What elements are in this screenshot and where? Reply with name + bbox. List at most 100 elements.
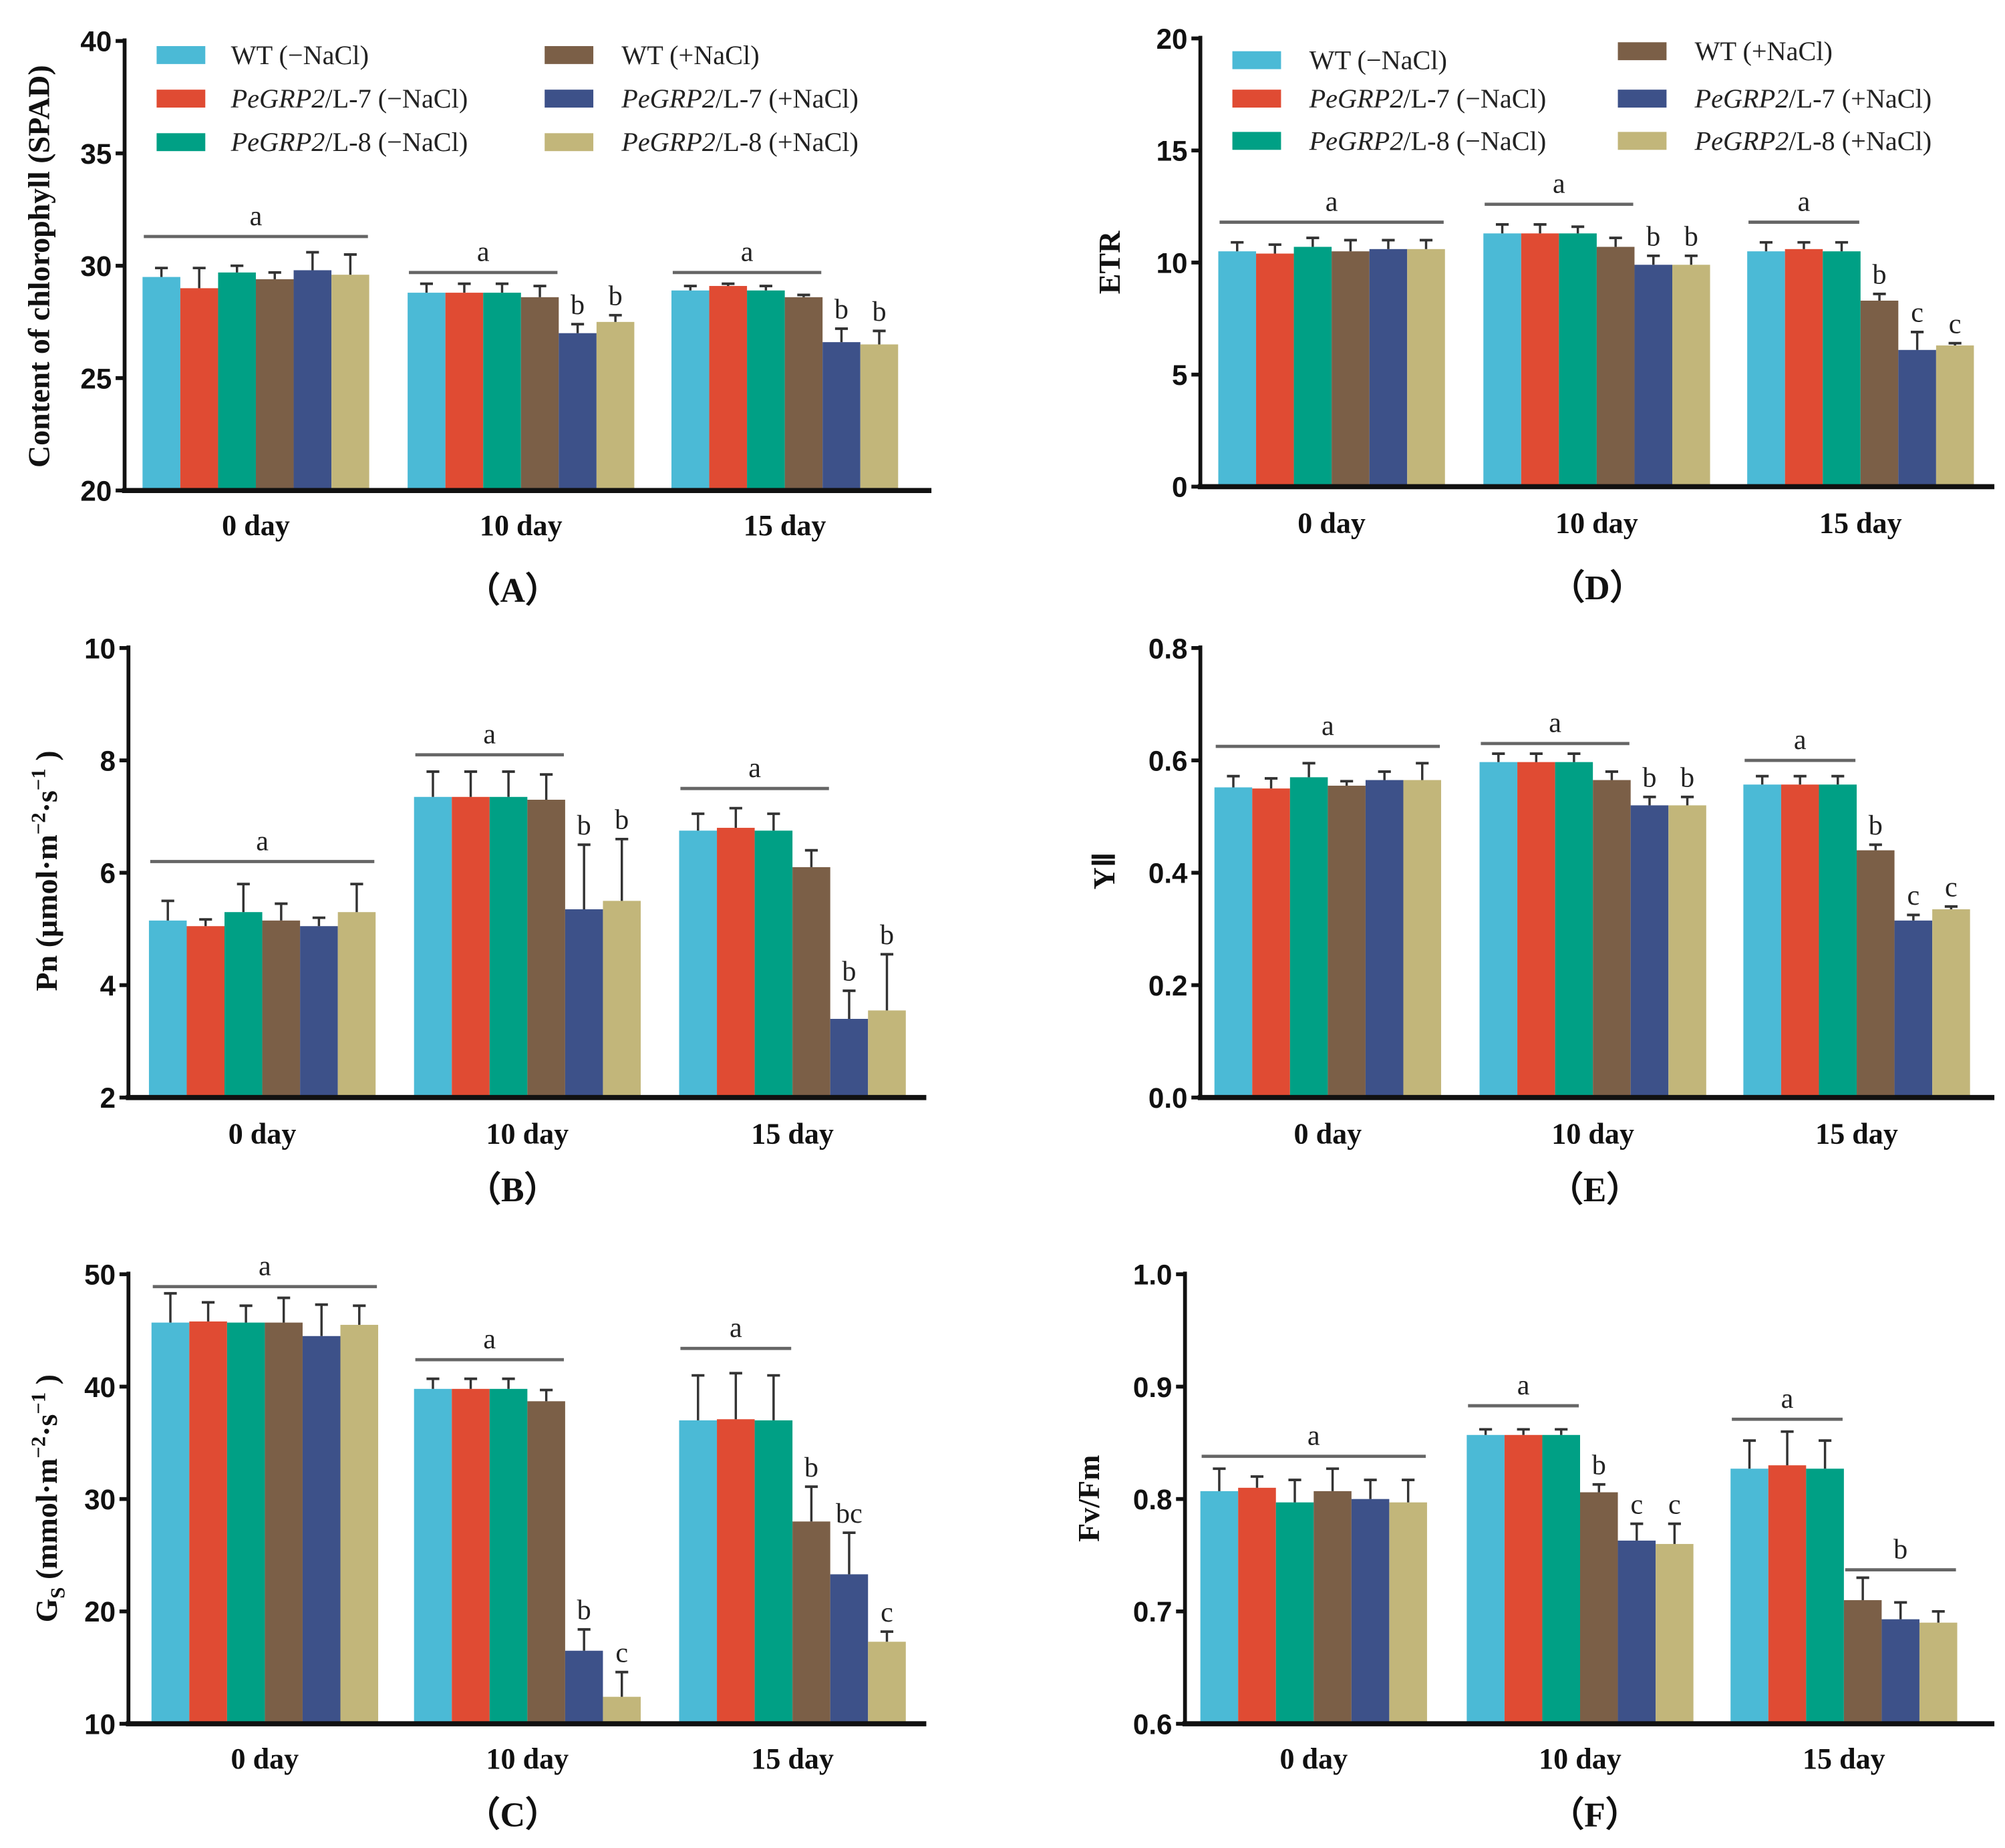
significance-label: c bbox=[1945, 871, 1958, 903]
x-tick-label: 10 day bbox=[486, 1742, 569, 1775]
bar bbox=[1351, 1499, 1390, 1724]
y-axis-label: GS (mmol·m−2·s−1 ) bbox=[27, 1374, 69, 1622]
legend-swatch bbox=[1617, 42, 1667, 61]
y-axis-label-part: −2 bbox=[27, 812, 50, 834]
bar bbox=[784, 297, 823, 491]
y-axis-label-part: Fv/Fm bbox=[1072, 1455, 1106, 1542]
bar bbox=[1504, 1434, 1543, 1724]
y-axis-label: Content of chlorophyll (SPAD) bbox=[21, 65, 55, 468]
y-axis-label-part: ) bbox=[29, 1374, 63, 1392]
bar bbox=[1857, 850, 1895, 1098]
significance-label: a bbox=[1798, 186, 1811, 217]
x-tick-label: 0 day bbox=[228, 1118, 297, 1150]
x-tick-label: 0 day bbox=[231, 1742, 299, 1775]
legend-label: WT (+NaCl) bbox=[1695, 36, 1833, 66]
y-axis-label-part: Content of chlorophyll (SPAD) bbox=[21, 65, 55, 468]
panel-label: （A） bbox=[466, 571, 560, 610]
y-axis-label-part: −1 bbox=[27, 1392, 50, 1414]
y-axis-label-part: −2 bbox=[27, 1436, 50, 1458]
bar bbox=[1860, 300, 1899, 487]
y-axis-label: YⅡ bbox=[1087, 853, 1121, 890]
legend-label-italic: PeGRP2 bbox=[230, 84, 325, 114]
bar bbox=[527, 799, 565, 1098]
y-tick-label: 15 bbox=[1156, 136, 1188, 167]
legend-label-text: WT (−NaCl) bbox=[231, 40, 369, 70]
bar bbox=[671, 290, 710, 491]
x-tick-label: 0 day bbox=[1279, 1742, 1348, 1775]
significance-label: b bbox=[880, 919, 894, 951]
bar bbox=[1293, 247, 1332, 487]
significance-label: a bbox=[748, 752, 761, 784]
legend-label-italic: PeGRP2 bbox=[621, 84, 716, 114]
bar bbox=[1479, 762, 1518, 1098]
bar bbox=[148, 920, 187, 1098]
y-tick-label: 10 bbox=[1156, 247, 1188, 279]
legend-label-text: WT (−NaCl) bbox=[1309, 45, 1447, 75]
significance-label: a bbox=[483, 1324, 496, 1355]
significance-label: a bbox=[1553, 168, 1565, 199]
significance-label: b bbox=[571, 289, 585, 321]
significance-label: b bbox=[577, 1594, 591, 1626]
significance-label: a bbox=[250, 200, 263, 232]
bar bbox=[452, 1388, 490, 1724]
y-tick-label: 30 bbox=[84, 1484, 116, 1515]
bar bbox=[1936, 345, 1974, 487]
bar bbox=[792, 867, 830, 1098]
x-tick-label: 15 day bbox=[1803, 1742, 1885, 1775]
y-axis-label-part: ) bbox=[29, 750, 63, 768]
bar bbox=[1919, 1622, 1958, 1724]
legend-label-italic: PeGRP2 bbox=[1694, 126, 1789, 156]
y-axis-label: Fv/Fm bbox=[1072, 1455, 1106, 1542]
bar bbox=[679, 830, 718, 1098]
significance-label: a bbox=[477, 237, 490, 268]
y-tick-label: 0.9 bbox=[1133, 1372, 1173, 1403]
panel-label: （D） bbox=[1550, 569, 1644, 607]
bar bbox=[489, 1388, 528, 1724]
bar bbox=[1389, 1502, 1427, 1724]
x-tick-label: 0 day bbox=[222, 509, 290, 542]
significance-label: a bbox=[730, 1312, 742, 1344]
bar bbox=[520, 297, 559, 491]
bar bbox=[1747, 251, 1785, 487]
legend-label-text: WT (+NaCl) bbox=[1695, 36, 1833, 66]
y-axis-label-part: ·s bbox=[29, 1414, 63, 1436]
y-tick-label: 40 bbox=[84, 1372, 116, 1403]
bar bbox=[226, 1322, 265, 1724]
bar bbox=[1559, 233, 1597, 487]
significance-label: a bbox=[259, 1251, 271, 1282]
bar bbox=[1200, 1491, 1239, 1724]
legend-label: PeGRP2/L-8 (+NaCl) bbox=[621, 127, 859, 157]
bar bbox=[1542, 1434, 1580, 1724]
legend-label-italic: PeGRP2 bbox=[1694, 84, 1789, 114]
significance-label: b bbox=[615, 804, 629, 836]
bar bbox=[180, 288, 218, 491]
bar bbox=[1823, 251, 1861, 487]
bar bbox=[1407, 249, 1445, 487]
x-tick-label: 10 day bbox=[486, 1118, 569, 1150]
bar bbox=[1634, 265, 1673, 487]
bar bbox=[189, 1321, 227, 1724]
y-axis-label-part: Pn (μmol·m bbox=[29, 834, 63, 991]
bar bbox=[142, 277, 180, 491]
significance-label: a bbox=[1322, 710, 1334, 742]
x-tick-label: 15 day bbox=[751, 1742, 834, 1775]
bar bbox=[1275, 1502, 1314, 1724]
bar bbox=[822, 342, 861, 491]
bar bbox=[293, 270, 332, 491]
y-axis-label-part: ·s bbox=[29, 790, 63, 812]
bar bbox=[1521, 233, 1559, 487]
significance-label: a bbox=[483, 718, 496, 750]
bar bbox=[1218, 251, 1257, 487]
bar bbox=[1289, 777, 1328, 1098]
significance-label: a bbox=[1781, 1383, 1794, 1414]
bar bbox=[527, 1401, 565, 1724]
y-tick-label: 1.0 bbox=[1133, 1259, 1173, 1291]
bar bbox=[1843, 1600, 1882, 1724]
bar bbox=[489, 796, 528, 1098]
significance-label: b bbox=[872, 296, 886, 327]
bar bbox=[565, 909, 603, 1098]
x-tick-label: 15 day bbox=[1815, 1118, 1898, 1150]
bar bbox=[1214, 787, 1253, 1098]
bar bbox=[1256, 253, 1294, 487]
